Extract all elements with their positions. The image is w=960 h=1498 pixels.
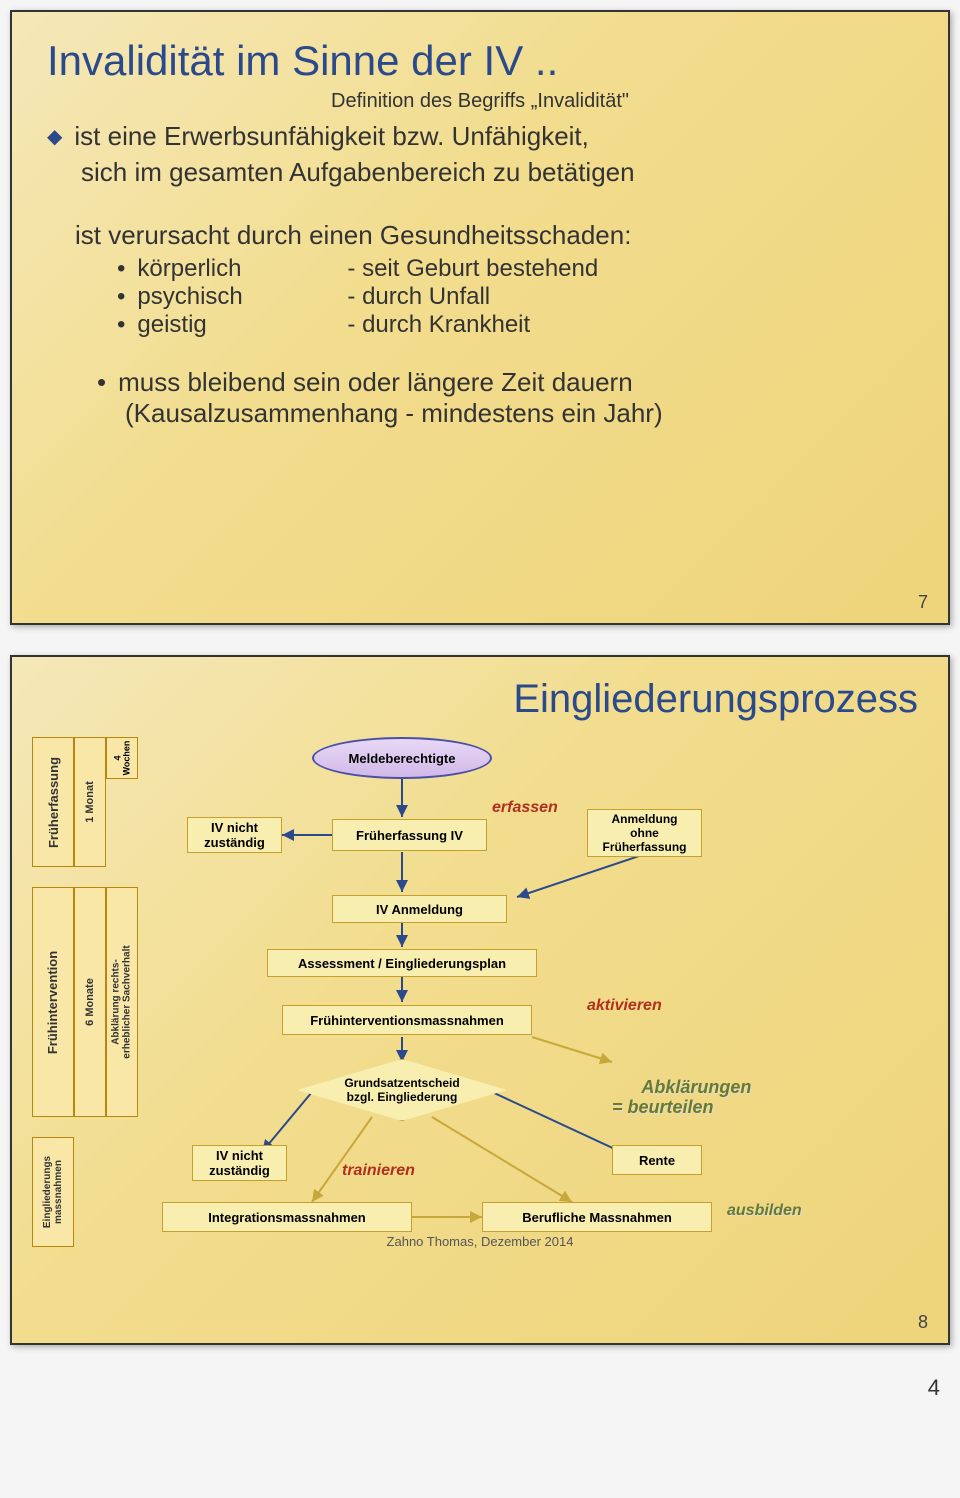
slide2-body: Früherfassung 1 Monat 4 Wochen Frühinter… bbox=[32, 737, 928, 1257]
node-frueherfassung-iv: Früherfassung IV bbox=[332, 819, 487, 851]
slide2-pagenum: 8 bbox=[918, 1312, 928, 1333]
node-grundsatz: Grundsatzentscheid bzgl. Eingliederung bbox=[297, 1059, 507, 1121]
label-aktivieren: aktivieren bbox=[587, 997, 662, 1015]
aktivieren-text: aktivieren bbox=[587, 997, 662, 1014]
phase1-sub1-label: 1 Monat bbox=[84, 781, 96, 823]
node-assessment: Assessment / Eingliederungsplan bbox=[267, 949, 537, 977]
phase2-sub1-label: 6 Monate bbox=[84, 978, 96, 1026]
bullet-3: • muss bleibend sein oder längere Zeit d… bbox=[97, 367, 913, 398]
sub3a: geistig bbox=[137, 311, 347, 339]
ivnicht2-text: IV nicht zuständig bbox=[209, 1148, 270, 1178]
bullet2-text: ist verursacht durch einen Gesundheitssc… bbox=[75, 220, 631, 251]
node-anmeldung-ohne: Anmeldung ohne Früherfassung bbox=[587, 809, 702, 857]
erfassen-text: erfassen bbox=[492, 799, 558, 816]
arrows-svg bbox=[32, 737, 932, 1257]
slide1-title: Invalidität im Sinne der IV .. bbox=[47, 37, 913, 85]
node-integrationsmassnahmen: Integrationsmassnahmen bbox=[162, 1202, 412, 1232]
node-iv-anmeldung: IV Anmeldung bbox=[332, 895, 507, 923]
node-rente: Rente bbox=[612, 1145, 702, 1175]
phase3: Eingliederungs massnahmen bbox=[32, 1137, 74, 1247]
bullet1-text: ist eine Erwerbsunfähigkeit bzw. Unfähig… bbox=[74, 121, 589, 152]
phase1-sub1: 1 Monat bbox=[74, 737, 106, 867]
slide1-subtitle: Definition des Begriffs „Invalidität" bbox=[47, 90, 913, 113]
phase1-label: Früherfassung bbox=[46, 756, 61, 847]
ivnicht1-text: IV nicht zuständig bbox=[204, 820, 265, 850]
dot-icon: • bbox=[117, 311, 125, 339]
credit-text: Zahno Thomas, Dezember 2014 bbox=[387, 1234, 574, 1249]
node-berufliche-massnahmen: Berufliche Massnahmen bbox=[482, 1202, 712, 1232]
node-meldeberechtigte: Meldeberechtigte bbox=[312, 737, 492, 779]
bullet3-text: muss bleibend sein oder längere Zeit dau… bbox=[118, 367, 633, 398]
slide-1: Invalidität im Sinne der IV .. Definitio… bbox=[10, 10, 950, 625]
footer-page-number: 4 bbox=[10, 1375, 950, 1401]
label-trainieren: trainieren bbox=[342, 1162, 415, 1180]
phase2: Frühintervention bbox=[32, 887, 74, 1117]
phase1-sub2b: Wochen bbox=[121, 741, 131, 776]
sub1b: - seit Geburt bestehend bbox=[347, 255, 598, 283]
fruehint-text: Frühinterventionsmassnahmen bbox=[310, 1013, 504, 1028]
sub-bullet-3: • geistig - durch Krankheit bbox=[117, 311, 913, 339]
phase3-label: Eingliederungs massnahmen bbox=[42, 1156, 64, 1228]
slide2-title: Eingliederungsprozess bbox=[32, 677, 928, 722]
bullet-1: ◆ ist eine Erwerbsunfähigkeit bzw. Unfäh… bbox=[47, 121, 913, 153]
integ-text: Integrationsmassnahmen bbox=[208, 1210, 366, 1225]
melde-text: Meldeberechtigte bbox=[349, 751, 456, 766]
node-fruehintervention: Frühinterventionsmassnahmen bbox=[282, 1005, 532, 1035]
node-iv-nicht-2: IV nicht zuständig bbox=[192, 1145, 287, 1181]
sub3b: - durch Krankheit bbox=[347, 311, 530, 339]
phase2-sub2: Abklärung rechts- erheblicher Sachverhal… bbox=[106, 887, 138, 1117]
label-ausbilden: ausbilden bbox=[727, 1202, 802, 1220]
ivanmeld-text: IV Anmeldung bbox=[376, 902, 463, 917]
label-abklaerungen: Abklärungen = beurteilen bbox=[612, 1057, 751, 1137]
beruf-text: Berufliche Massnahmen bbox=[522, 1210, 672, 1225]
sub2a: psychisch bbox=[137, 283, 347, 311]
phase2-label: Frühintervention bbox=[46, 950, 61, 1053]
bullet1b-text: sich im gesamten Aufgabenbereich zu betä… bbox=[81, 157, 635, 188]
bullet-2: ist verursacht durch einen Gesundheitssc… bbox=[47, 220, 913, 251]
phase1-sub2: 4 Wochen bbox=[106, 737, 138, 779]
dot-icon: • bbox=[117, 283, 125, 311]
abklaer-text: Abklärungen = beurteilen bbox=[612, 1077, 751, 1117]
bullet3b-text: (Kausalzusammenhang - mindestens ein Jah… bbox=[125, 398, 663, 428]
trainieren-text: trainieren bbox=[342, 1162, 415, 1179]
slide1-pagenum: 7 bbox=[918, 592, 928, 613]
frueherf-text: Früherfassung IV bbox=[356, 828, 463, 843]
grundsatz-text: Grundsatzentscheid bzgl. Eingliederung bbox=[344, 1076, 459, 1104]
dot-icon: • bbox=[117, 255, 125, 283]
anmeld-ohne-text: Anmeldung ohne Früherfassung bbox=[602, 812, 686, 854]
ausbilden-text: ausbilden bbox=[727, 1202, 802, 1219]
node-iv-nicht-1: IV nicht zuständig bbox=[187, 817, 282, 853]
bullet-1b: sich im gesamten Aufgabenbereich zu betä… bbox=[81, 157, 913, 188]
bullet-3b: (Kausalzusammenhang - mindestens ein Jah… bbox=[125, 398, 913, 429]
phase1: Früherfassung bbox=[32, 737, 74, 867]
rente-text: Rente bbox=[639, 1153, 675, 1168]
slide-2: Eingliederungsprozess Früherfassung 1 Mo… bbox=[10, 655, 950, 1345]
label-erfassen: erfassen bbox=[492, 799, 558, 817]
sub-bullet-1: • körperlich - seit Geburt bestehend bbox=[117, 255, 913, 283]
dot-icon: • bbox=[97, 367, 106, 398]
phase2-sub1: 6 Monate bbox=[74, 887, 106, 1117]
sub2b: - durch Unfall bbox=[347, 283, 490, 311]
assess-text: Assessment / Eingliederungsplan bbox=[298, 956, 506, 971]
phase2-sub2-label: Abklärung rechts- erheblicher Sachverhal… bbox=[111, 945, 133, 1058]
sub-bullet-2: • psychisch - durch Unfall bbox=[117, 283, 913, 311]
sub1a: körperlich bbox=[137, 255, 347, 283]
diamond-icon: ◆ bbox=[47, 121, 62, 153]
